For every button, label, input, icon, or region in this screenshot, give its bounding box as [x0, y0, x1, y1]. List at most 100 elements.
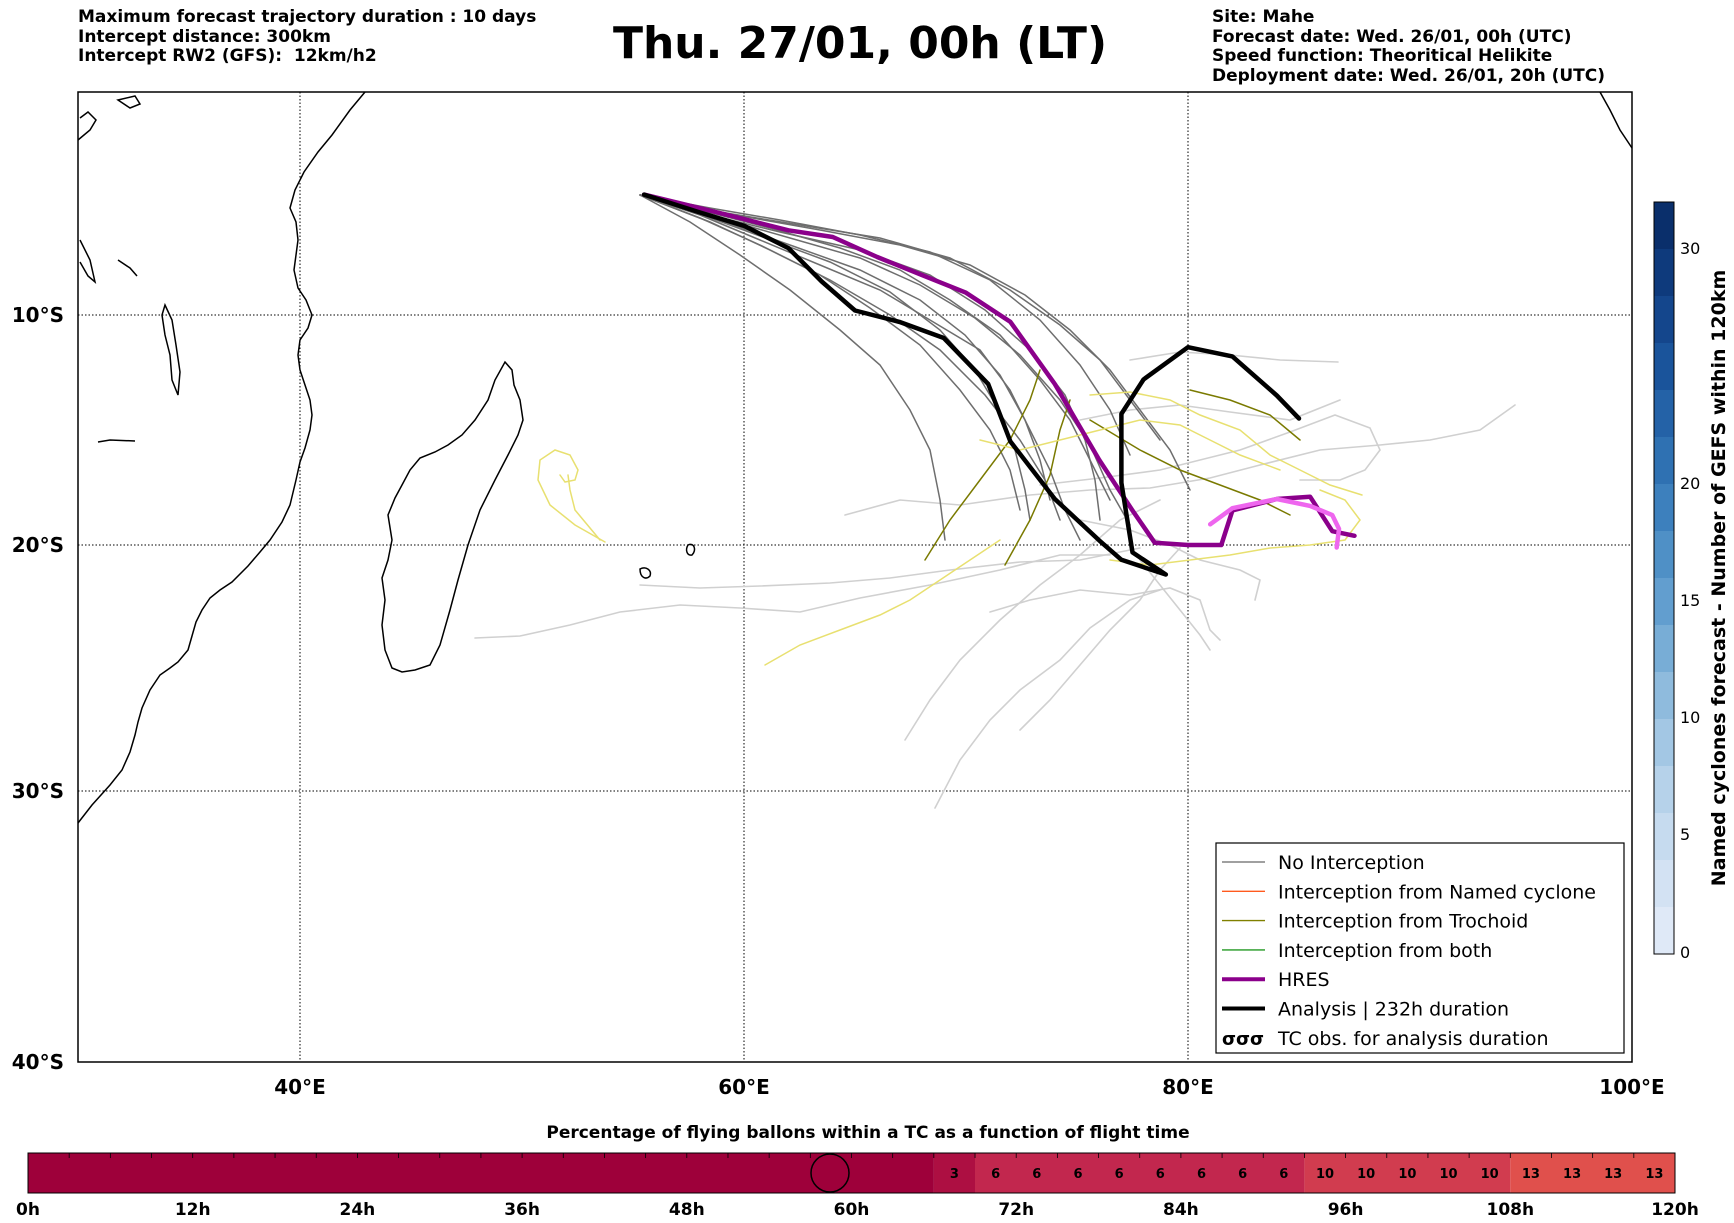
timebar-hour-label: 96h — [1328, 1200, 1364, 1220]
header-left-line-3: Intercept RW2 (GFS): 12km/h2 — [78, 46, 377, 66]
madagascar-coast — [381, 360, 524, 673]
yellow-tracks — [537, 391, 1363, 666]
cbar-tick-5: 5 — [1680, 825, 1690, 844]
series-line-2 — [1207, 496, 1342, 550]
timebar-value-label: 13 — [1522, 1167, 1540, 1182]
colorbar-cell — [1654, 437, 1674, 484]
timebar-segment — [975, 1153, 1305, 1193]
cbar-tick-10: 10 — [1680, 708, 1700, 727]
cbar-tick-20: 20 — [1680, 474, 1700, 493]
island-cluster-2 — [79, 239, 97, 285]
legend-label-1: Interception from Named cyclone — [1278, 881, 1596, 903]
island-cluster-4 — [117, 259, 138, 277]
island-north-tip — [77, 111, 97, 141]
timebar-hour-label: 108h — [1487, 1200, 1535, 1220]
legend-swatch-6: σσσ — [1222, 1029, 1264, 1050]
x-tick-60e: 60°E — [718, 1075, 770, 1099]
header-right-line-1: Site: Mahe — [1212, 7, 1315, 27]
timebar-hour-label: 84h — [1163, 1200, 1199, 1220]
header-right-line-4: Deployment date: Wed. 26/01, 20h (UTC) — [1212, 65, 1606, 86]
island-cluster-3 — [97, 439, 136, 443]
y-tick-30s: 30°S — [12, 779, 64, 803]
legend-label-4: HRES — [1278, 969, 1330, 991]
timebar-segment — [1304, 1153, 1511, 1193]
legend-label-2: Interception from Trochoid — [1278, 911, 1528, 933]
y-tick-20s: 20°S — [12, 533, 64, 557]
header-left-line-2: Intercept distance: 300km — [78, 26, 331, 47]
colorbar-cell — [1654, 860, 1674, 907]
colorbar-cells — [1654, 202, 1674, 954]
header-right-line-2: Forecast date: Wed. 26/01, 00h (UTC) — [1212, 26, 1572, 47]
header-left: Maximum forecast trajectory duration : 1… — [78, 7, 536, 67]
colorbar-cell — [1654, 202, 1674, 249]
timebar-hour-label: 0h — [16, 1200, 40, 1220]
map-grid — [78, 92, 1632, 1062]
no-interception-dark — [639, 194, 1191, 541]
chart-title: Thu. 27/01, 00h (LT) — [612, 18, 1108, 69]
island-cluster-1 — [116, 95, 142, 109]
timebar-value-label: 10 — [1398, 1167, 1416, 1182]
timebar-value-label: 10 — [1357, 1167, 1375, 1182]
timebar-hour-label: 24h — [340, 1200, 376, 1220]
colorbar-cell — [1654, 907, 1674, 954]
timebar-hour-label: 120h — [1651, 1200, 1699, 1220]
timebar-value-label: 10 — [1481, 1167, 1499, 1182]
timebar-segment — [933, 1153, 976, 1193]
time-bar-title: Percentage of flying ballons within a TC… — [546, 1123, 1189, 1143]
timebar-value-label: 13 — [1563, 1167, 1581, 1182]
island-sumatra-tip — [1599, 91, 1633, 149]
colorbar-cell — [1654, 390, 1674, 437]
timebar-value-label: 6 — [1115, 1167, 1124, 1182]
colorbar-cell — [1654, 249, 1674, 296]
island-lake — [161, 302, 181, 396]
timebar-hour-label: 60h — [834, 1200, 870, 1220]
timebar-value-label: 6 — [1032, 1167, 1041, 1182]
colorbar-cell — [1654, 625, 1674, 672]
timebar-value-label: 13 — [1604, 1167, 1622, 1182]
timebar-cells: 3 6 6 6 6 6 6 6 6 10 10 10 10 10 13 13 13 13 — [27, 1153, 1676, 1193]
timebar-segment — [28, 1153, 934, 1193]
colorbar: 30 20 15 10 5 0 Named cyclones forecast … — [1653, 201, 1730, 962]
main-series — [641, 192, 1357, 577]
legend-items: No Interception Interception from Named c… — [1222, 852, 1596, 1050]
timebar-value-label: 6 — [1197, 1167, 1206, 1182]
y-tick-40s: 40°S — [12, 1050, 64, 1074]
timebar-value-label: 6 — [991, 1167, 1000, 1182]
legend: No Interception Interception from Named c… — [1215, 842, 1625, 1054]
timebar-value-label: 6 — [1156, 1167, 1165, 1182]
timebar-hour-label: 72h — [998, 1200, 1034, 1220]
timebar-value-label: 6 — [1073, 1167, 1082, 1182]
cbar-tick-0: 0 — [1680, 943, 1690, 962]
colorbar-label: Named cyclones forecast - Number of GEFS… — [1708, 270, 1730, 887]
axis-labels: 40°E 60°E 80°E 100°E 10°S 20°S 30°S 40°S — [12, 303, 1665, 1099]
timebar-hour-label: 48h — [669, 1200, 705, 1220]
header-right: Site: Mahe Forecast date: Wed. 26/01, 00… — [1212, 7, 1606, 86]
colorbar-cell — [1654, 813, 1674, 860]
colorbar-cell — [1654, 531, 1674, 578]
legend-label-6: TC obs. for analysis duration — [1277, 1028, 1549, 1050]
colorbar-cell — [1654, 672, 1674, 719]
timebar-value-label: 10 — [1316, 1167, 1334, 1182]
x-tick-80e: 80°E — [1162, 1075, 1214, 1099]
x-tick-40e: 40°E — [274, 1075, 326, 1099]
time-bar: Percentage of flying ballons within a TC… — [16, 1123, 1699, 1220]
colorbar-frame — [1653, 201, 1675, 955]
header-right-line-3: Speed function: Theoritical Helikite — [1212, 46, 1553, 66]
legend-label-5: Analysis | 232h duration — [1278, 999, 1509, 1021]
colorbar-cell — [1654, 296, 1674, 343]
timebar-segment — [1510, 1153, 1675, 1193]
cbar-tick-15: 15 — [1680, 591, 1700, 610]
colorbar-cell — [1654, 719, 1674, 766]
legend-label-0: No Interception — [1278, 852, 1425, 874]
timebar-labels: 0h 12h 24h 36h 48h 60h 72h 84h 96h 108h 120h — [16, 1200, 1699, 1220]
africa-coast — [77, 91, 366, 824]
island-reunion — [639, 567, 652, 579]
colorbar-cell — [1654, 343, 1674, 390]
legend-label-3: Interception from both — [1278, 940, 1492, 962]
timebar-hour-label: 12h — [175, 1200, 211, 1220]
timebar-value-label: 10 — [1439, 1167, 1457, 1182]
current-time-marker — [810, 1153, 850, 1193]
colorbar-ticks: 30 20 15 10 5 0 — [1680, 239, 1700, 962]
timebar-value-label: 13 — [1645, 1167, 1663, 1182]
